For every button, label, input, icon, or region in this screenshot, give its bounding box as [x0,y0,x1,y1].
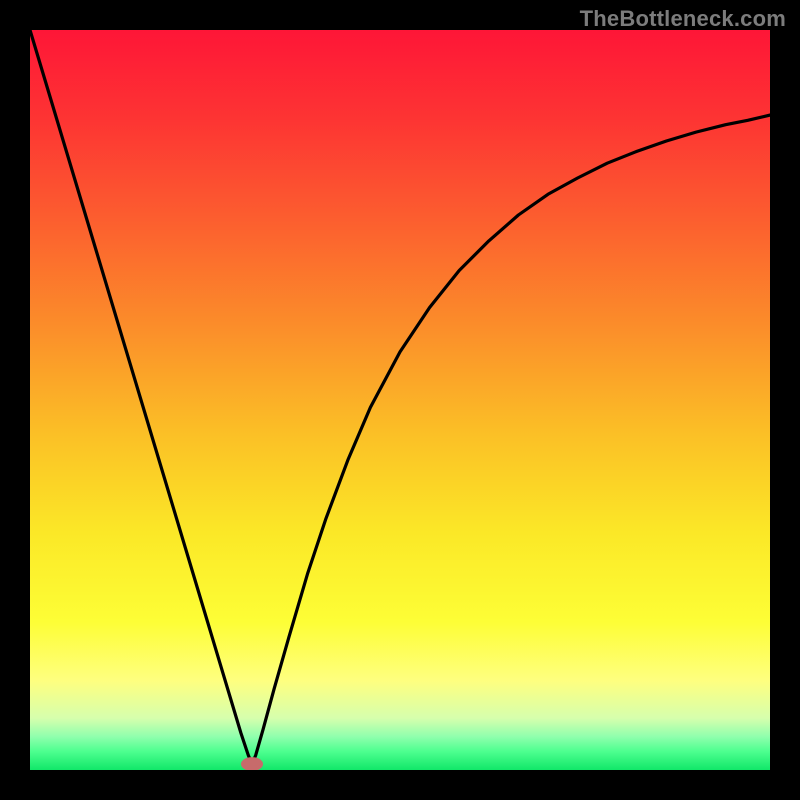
plot-svg [30,30,770,770]
plot-area [30,30,770,770]
watermark-text: TheBottleneck.com [580,6,786,32]
chart-frame: TheBottleneck.com [0,0,800,800]
